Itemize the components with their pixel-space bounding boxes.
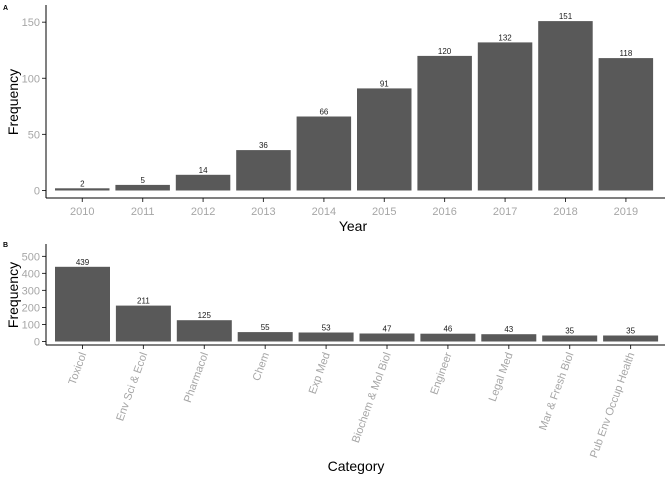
panel-a-value-label: 151: [559, 12, 573, 21]
panel-b-bar: [481, 334, 537, 342]
panel-a-value-label: 14: [199, 166, 208, 175]
panel-b-bar: [55, 266, 110, 342]
panel-a-value-label: 2: [80, 179, 85, 188]
panel-a-x-tick-label: 2013: [251, 206, 275, 218]
panel-a-bar: [296, 116, 352, 191]
panel-b-bar: [420, 333, 476, 342]
panel-b-value-label: 55: [261, 323, 270, 332]
panel-b-tag: B: [3, 242, 8, 249]
panel-b-x-tick-label: Mar & Fresh Biol: [537, 351, 576, 432]
panel-b-value-label: 43: [504, 325, 513, 334]
panel-b-value-label: 46: [443, 325, 452, 334]
panel-b-value-label: 125: [198, 311, 212, 320]
panel-a-y-tick-label: 100: [22, 73, 40, 85]
panel-a-value-label: 66: [319, 108, 328, 117]
panel-a-x-axis-ticks: 2010 2011 2012 2013 2014 2015 2016 2017 2018 2019: [70, 198, 638, 218]
panel-a-bar: [417, 55, 472, 191]
panel-b-y-tick-label: 400: [22, 268, 40, 280]
panel-a-x-tick-label: 2012: [191, 206, 215, 218]
panel-a-x-tick-label: 2014: [312, 206, 336, 218]
panel-b-x-axis-title: Category: [328, 458, 385, 474]
panel-b-value-labels: 439 211 125 55 53 47 46 43 35 35: [76, 258, 636, 336]
panel-a-x-tick-label: 2016: [432, 206, 456, 218]
panel-a-x-tick-label: 2010: [70, 206, 94, 218]
panel-b-x-tick-label: Exp Med: [307, 351, 333, 396]
panel-a-bar: [55, 188, 110, 191]
panel-b-x-tick-label: Env Sci & Ecol: [114, 351, 150, 423]
panel-b-bar: [542, 335, 598, 342]
panel-b-value-label: 35: [565, 327, 574, 336]
panel-a-x-tick-label: 2011: [131, 206, 155, 218]
panel-b-y-tick-label: 0: [34, 337, 40, 349]
panel-b-x-tick-label: Pub Env Occup Health: [588, 351, 637, 460]
panel-a-tag: A: [3, 5, 8, 12]
panel-a-y-axis-ticks: 0 50 100 150: [22, 17, 46, 198]
panel-b-y-tick-label: 200: [22, 303, 40, 315]
panel-a-y-tick-label: 0: [34, 186, 40, 198]
panel-a-x-tick-label: 2015: [372, 206, 396, 218]
panel-a-value-label: 118: [620, 49, 633, 58]
panel-b-bar: [359, 333, 415, 342]
panel-b-x-tick-label: Engineer: [428, 351, 454, 397]
chart-panel-b: B 439 211 125 55 53 47 46 43 35 35 0 100 200 300 400 5…: [3, 242, 665, 474]
panel-b-y-axis-ticks: 0 100 200 300 400 500: [22, 251, 46, 349]
panel-b-x-tick-label: Legal Med: [487, 351, 516, 403]
panel-b-value-label: 211: [137, 297, 150, 306]
panel-b-y-tick-label: 100: [22, 320, 40, 332]
panel-a-bar: [538, 21, 593, 191]
panel-b-y-axis-title: Frequency: [5, 262, 21, 328]
panel-b-x-axis-ticks: Toxicol Env Sci & Ecol Pharmacol Chem Exp Me…: [67, 345, 637, 460]
panel-a-bar: [598, 58, 654, 191]
panel-a-value-label: 5: [140, 176, 145, 185]
panel-a-bar: [357, 88, 412, 191]
panel-a-bar: [115, 184, 170, 191]
panel-b-bars: [55, 266, 659, 342]
panel-a-bar: [477, 42, 533, 191]
panel-b-bar: [115, 305, 171, 342]
panel-b-bar: [237, 332, 293, 342]
panel-b-value-label: 35: [626, 327, 635, 336]
panel-a-x-tick-label: 2017: [493, 206, 517, 218]
panel-b-x-tick-label: Toxicol: [67, 351, 90, 387]
panel-a-value-label: 132: [498, 33, 512, 42]
panel-a-x-axis-title: Year: [339, 218, 368, 234]
panel-b-bar: [603, 335, 659, 342]
panel-a-y-axis-title: Frequency: [5, 69, 21, 135]
panel-a-value-label: 120: [438, 47, 452, 56]
panel-a-bar: [236, 150, 291, 191]
panel-a-x-tick-label: 2018: [553, 206, 577, 218]
panel-b-y-tick-label: 500: [22, 251, 40, 263]
panel-b-value-label: 439: [76, 258, 90, 267]
panel-a-value-label: 36: [259, 141, 268, 150]
panel-a-y-tick-label: 150: [22, 17, 40, 29]
panel-b-value-label: 47: [383, 325, 392, 334]
panel-b-x-tick-label: Chem: [251, 351, 272, 383]
panel-b-y-tick-label: 300: [22, 285, 40, 297]
panel-a-bar: [175, 174, 231, 191]
panel-b-value-label: 53: [322, 324, 331, 333]
panel-a-value-labels: 2 5 14 36 66 91 120 132 151 118: [80, 12, 633, 188]
panel-a-x-tick-label: 2019: [614, 206, 638, 218]
panel-b-x-tick-label: Pharmacol: [182, 351, 211, 405]
panel-b-bar: [176, 320, 232, 342]
panel-a-value-label: 91: [380, 79, 389, 88]
panel-a-bars: [55, 21, 654, 191]
panel-b-bar: [298, 332, 354, 342]
panel-b-x-tick-label: Biochem & Mol Biol: [350, 351, 394, 445]
panel-a-y-tick-label: 50: [28, 129, 40, 141]
